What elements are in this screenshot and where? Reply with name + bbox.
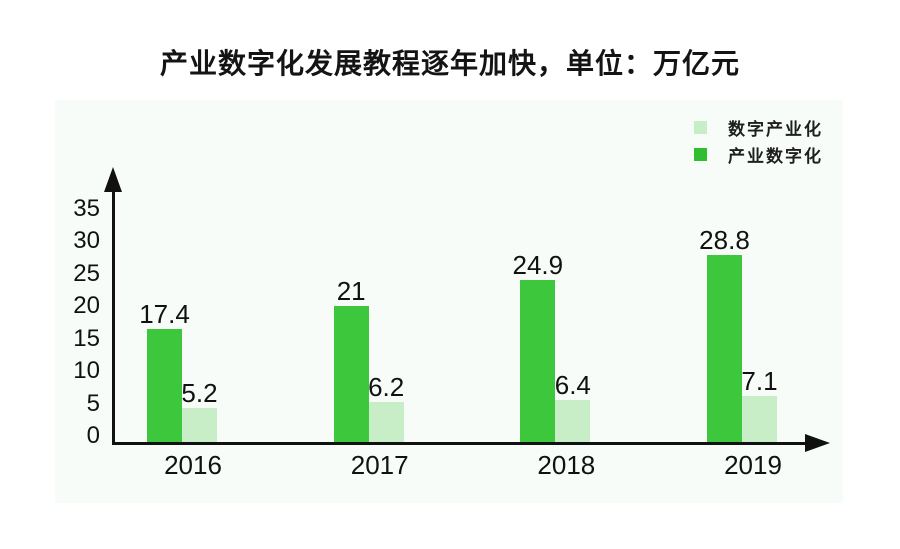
y-tick-label: 20: [73, 292, 100, 319]
y-tick-label: 15: [73, 324, 100, 352]
y-tick-label: 10: [73, 357, 100, 384]
x-category-label: 2016: [164, 450, 222, 480]
y-axis-arrow-icon: [104, 167, 122, 192]
legend-item: 产业数字化: [694, 141, 823, 168]
bar-value-label: 28.8: [699, 224, 750, 255]
x-category-label: 2019: [724, 450, 782, 480]
x-axis-arrow-icon: [805, 434, 830, 452]
bar: [555, 400, 591, 442]
bar: [741, 395, 777, 442]
bar-value-label: 24.9: [512, 250, 564, 281]
y-tick-label: 0: [86, 422, 100, 449]
chart-title: 产业数字化发展教程逐年加快，单位：万亿元: [159, 48, 740, 79]
bar: [520, 280, 556, 442]
bar: [147, 328, 182, 442]
bar-value-label: 17.4: [139, 298, 190, 329]
y-axis-line: [112, 190, 115, 443]
bar: [333, 305, 369, 442]
legend-swatch-dark: [694, 148, 707, 161]
y-tick-label: 30: [73, 227, 100, 254]
bar: [706, 254, 742, 442]
legend-label: 数字产业化: [728, 120, 823, 139]
bar-value-label: 5.2: [181, 378, 218, 409]
x-category-label: 2017: [350, 450, 409, 480]
y-tick-label: 25: [73, 259, 100, 287]
x-category-label: 2018: [537, 450, 596, 480]
legend: 数字产业化 产业数字化: [694, 114, 823, 168]
y-tick-label: 35: [73, 194, 100, 222]
legend-item: 数字产业化: [694, 114, 823, 141]
legend-swatch-light: [694, 121, 707, 134]
bar-value-label: 6.2: [368, 371, 405, 402]
legend-label: 产业数字化: [728, 147, 823, 166]
bar: [182, 408, 217, 442]
bar-value-label: 6.4: [554, 370, 591, 401]
bar-value-label: 7.1: [741, 365, 778, 396]
bar: [368, 401, 404, 442]
y-tick-label: 5: [86, 389, 100, 417]
bar-value-label: 21: [336, 275, 366, 306]
x-axis-line: [112, 442, 806, 445]
